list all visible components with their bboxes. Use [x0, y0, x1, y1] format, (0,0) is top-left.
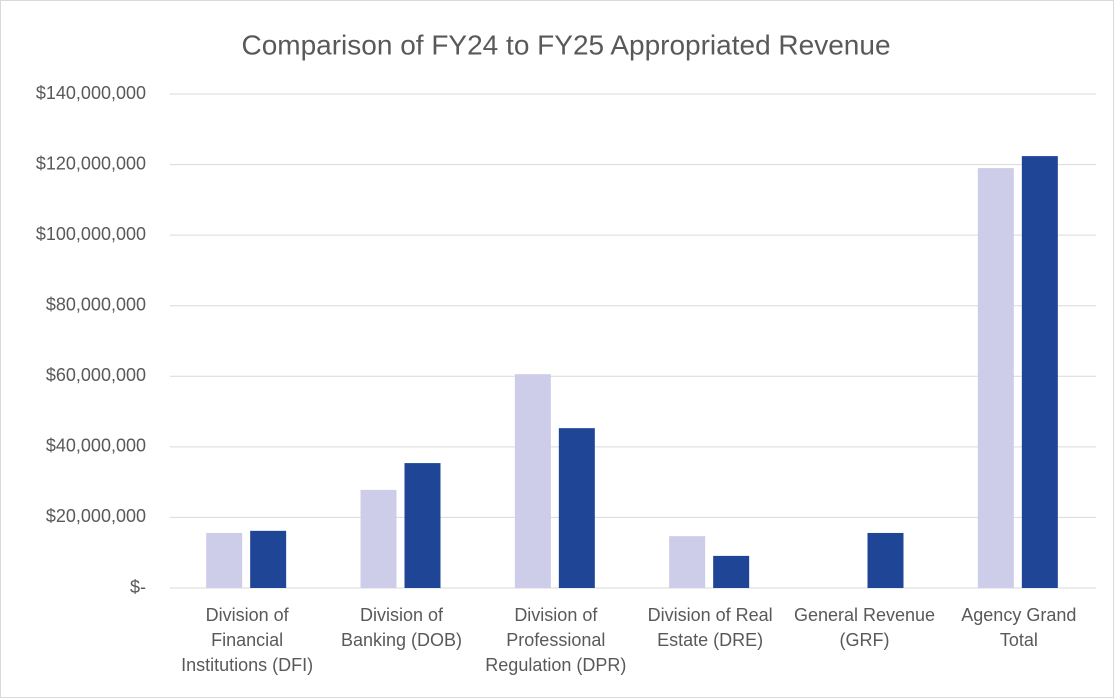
bar — [713, 555, 750, 588]
bar — [867, 532, 904, 588]
bar — [558, 428, 595, 588]
bar — [1021, 156, 1058, 589]
y-tick-label: $20,000,000 — [46, 506, 146, 526]
y-tick-label: $40,000,000 — [46, 436, 146, 456]
x-tick-label: General Revenue (GRF) — [793, 605, 936, 650]
y-tick-label: $100,000,000 — [36, 224, 146, 244]
y-tick-label: $120,000,000 — [36, 153, 146, 173]
x-tick-label: Division of Professional Regulation (DPR… — [485, 605, 627, 675]
y-tick-label: $140,000,000 — [36, 83, 146, 103]
bar — [206, 532, 243, 588]
bar — [404, 463, 441, 588]
x-tick-label: Agency Grand Total — [961, 605, 1077, 650]
bar — [669, 536, 706, 588]
y-tick-label: $- — [130, 577, 146, 597]
y-tick-label: $60,000,000 — [46, 365, 146, 385]
bar — [250, 530, 287, 588]
y-tick-label: $80,000,000 — [46, 294, 146, 314]
x-tick-label: Division of Financial Institutions (DFI) — [181, 605, 314, 675]
bar — [360, 489, 397, 588]
bar — [977, 168, 1014, 588]
bar — [514, 374, 551, 588]
x-tick-label: Division of Real Estate (DRE) — [647, 605, 773, 650]
chart-title: Comparison of FY24 to FY25 Appropriated … — [241, 29, 890, 60]
x-tick-label: Division of Banking (DOB) — [340, 605, 463, 650]
